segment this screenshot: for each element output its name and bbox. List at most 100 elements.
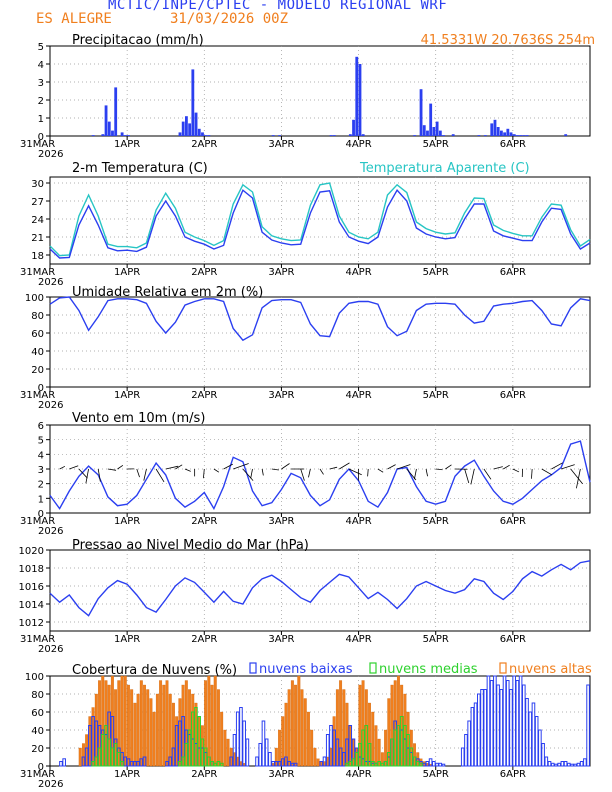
precip-bar [506,128,510,136]
nuvens-baixas-bar [174,725,179,767]
y-tick-label: 80 [31,311,44,322]
x-tick-label: 4APR [345,139,371,150]
nuvens-medias-bar [210,761,214,767]
nuvens-baixas-bar [142,756,147,767]
precip-bar [426,130,429,136]
nuvens-altas-bar [220,711,224,767]
nuvens-baixas-bar [464,734,468,767]
nuvens-altas-bar [136,693,140,767]
nuvens-medias-bar [396,725,401,767]
precip-bar [120,132,124,136]
nuvens-baixas-bar [538,729,542,767]
nuvens-medias-bar [412,756,417,767]
nuvens-baixas-bar [168,756,173,767]
nuvens-medias-bar [380,762,385,767]
nuvens-baixas-bar [499,689,504,767]
wind-arrow [242,468,254,481]
nuvens-baixas-bar [473,702,478,767]
wind-arrow [576,468,581,489]
nuvens-altas-bar [216,689,220,767]
x-tick-label: 1APR [114,634,140,645]
nuvens-baixas-bar [534,716,539,767]
legend-label: nuvens altas [509,662,592,677]
wind-arrow [223,463,233,470]
legend-box [499,662,507,674]
x-tick-label: 2APR [191,634,217,645]
chart-title: Precipitacao (mm/h) [72,33,204,48]
x-tick-label: 5APR [423,516,449,527]
x-tick-label: 5APR [423,634,449,645]
x-tick-year: 2026 [38,149,63,160]
nuvens-baixas-bar [531,702,536,767]
nuvens-medias-bar [100,734,105,767]
wind-arrow [570,468,583,485]
nuvens-medias-bar [345,762,349,767]
y-tick-label: 30 [31,179,44,190]
nuvens-medias-bar [367,743,372,767]
nuvens-medias-bar [415,761,420,767]
nuvens-altas-bar [155,693,159,767]
precip-bar [114,87,118,136]
x-tick-label: 31MAR [20,390,55,401]
nuvens-baixas-bar [547,761,552,767]
nuvens-altas-bar [149,698,153,767]
precip-bar [181,121,185,136]
y-tick-label: 0 [38,383,44,394]
precip-bar [101,134,105,136]
precip-bar [355,56,359,136]
y-tick-label: 4 [38,60,44,71]
precip-bar [191,69,195,136]
x-tick-year: 2026 [38,644,63,655]
nuvens-medias-bar [181,756,185,767]
x-tick-label: 31MAR [20,634,55,645]
nuvens-altas-bar [297,675,301,767]
nuvens-altas-bar [371,711,375,767]
wind-arrow [155,468,165,483]
x-tick-label: 5APR [423,769,449,780]
y-tick-label: 1 [38,114,44,125]
x-tick-year: 2026 [38,526,63,537]
nuvens-baixas-bar [245,738,250,767]
wind-arrow [213,468,220,473]
x-tick-label: 5APR [423,390,449,401]
x-tick-label: 2APR [191,267,217,278]
x-tick-label: 6APR [500,267,526,278]
y-tick-label: 18 [31,251,44,262]
nuvens-altas-bar [162,684,166,767]
precip-bar [207,135,211,136]
nuvens-baixas-bar [422,762,426,767]
nuvens-altas-bar [287,689,291,767]
nuvens-baixas-bar [541,743,545,767]
nuvens-baixas-bar [81,756,86,767]
nuvens-baixas-bar [268,752,272,767]
precip-bar [329,135,333,136]
nuvens-baixas-bar [235,711,240,767]
wind-arrow [348,468,362,476]
precip-bar [104,105,108,136]
nuvens-baixas-bar [563,761,568,767]
wind-arrow [300,468,305,481]
humidity-line [49,296,591,342]
precip-bar [194,112,198,136]
nuvens-baixas-bar [441,763,446,767]
nuvens-baixas-bar [583,758,587,767]
wind-arrow [175,464,183,470]
chart-title: 2-m Temperatura (C) [72,161,208,176]
precip-bar [201,132,204,136]
y-tick-label: 3 [38,78,44,89]
nuvens-baixas-bar [84,747,89,767]
y-tick-label: 6 [38,421,44,432]
x-tick-label: 2APR [191,139,217,150]
x-tick-label: 4APR [345,390,371,401]
nuvens-baixas-bar [126,758,131,767]
x-tick-label: 3APR [268,139,294,150]
wind-arrow [541,468,553,476]
y-tick-label: 1020 [19,546,44,557]
nuvens-medias-bar [197,716,201,767]
x-tick-label: 3APR [268,769,294,780]
wind-arrow [367,468,369,477]
nuvens-baixas-bar [496,684,500,767]
nuvens-baixas-bar [329,725,333,767]
legend-label: nuvens medias [379,662,478,677]
